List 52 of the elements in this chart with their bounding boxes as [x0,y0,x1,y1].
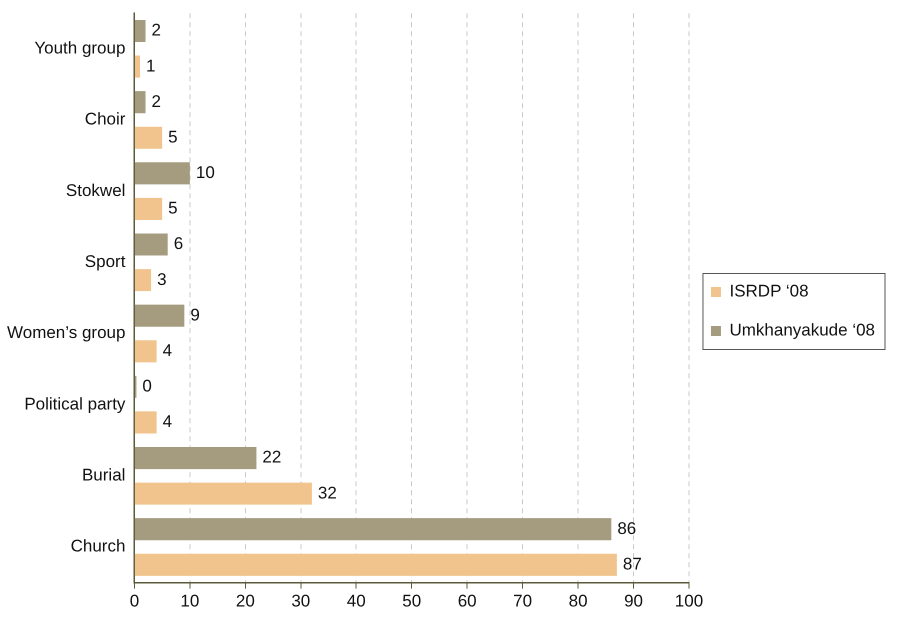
data-label: 2 [152,92,161,111]
x-tick-label: 50 [402,591,422,610]
data-label: 10 [196,163,215,182]
x-tick-label: 90 [624,591,643,610]
data-label: 9 [190,305,200,324]
bar [134,198,162,220]
bar [134,518,612,540]
bar [134,482,312,505]
y-tick-label: Choir [84,110,126,129]
data-label: 86 [617,518,636,538]
x-tick-label: 20 [236,591,255,610]
y-tick-label: Political party [24,394,126,414]
data-label: 22 [262,448,282,467]
bar [134,233,168,256]
x-tick-label: 100 [674,591,704,610]
data-label: 0 [142,376,152,396]
bar [134,20,146,42]
data-label: 5 [168,127,178,146]
legend-label: Umkhanyakude ‘08 [729,320,875,340]
bar [134,126,162,149]
x-tick-label: 60 [458,591,477,610]
x-tick-label: 40 [346,591,366,610]
y-tick-label: Youth group [34,38,126,58]
bar [134,91,146,114]
data-label: 4 [162,340,172,360]
data-label: 3 [157,270,167,289]
data-label: 32 [318,483,337,502]
y-tick-label: Women’s group [7,323,126,342]
bar [134,447,256,470]
x-tick-label: 80 [568,591,588,610]
bar [134,340,157,362]
legend-label: ISRDP ‘08 [729,282,809,301]
bar [134,269,152,292]
x-tick-label: 10 [180,591,200,610]
data-label: 4 [162,412,172,432]
data-label: 5 [168,198,178,218]
data-label: 1 [146,56,156,76]
y-tick-label: Burial [82,466,126,485]
y-tick-label: Stokwel [66,180,126,200]
bar [134,411,157,434]
bar [134,162,190,184]
bar [134,56,140,78]
data-label: 6 [174,234,184,254]
data-label: 87 [622,554,642,574]
y-tick-label: Sport [84,252,126,271]
bar [134,304,184,327]
x-tick-label: 70 [513,591,532,610]
y-tick-label: Church [70,536,126,556]
x-tick-label: 30 [291,591,310,610]
bar [134,554,617,576]
data-label: 2 [152,20,161,40]
x-tick-label: 0 [130,591,140,610]
